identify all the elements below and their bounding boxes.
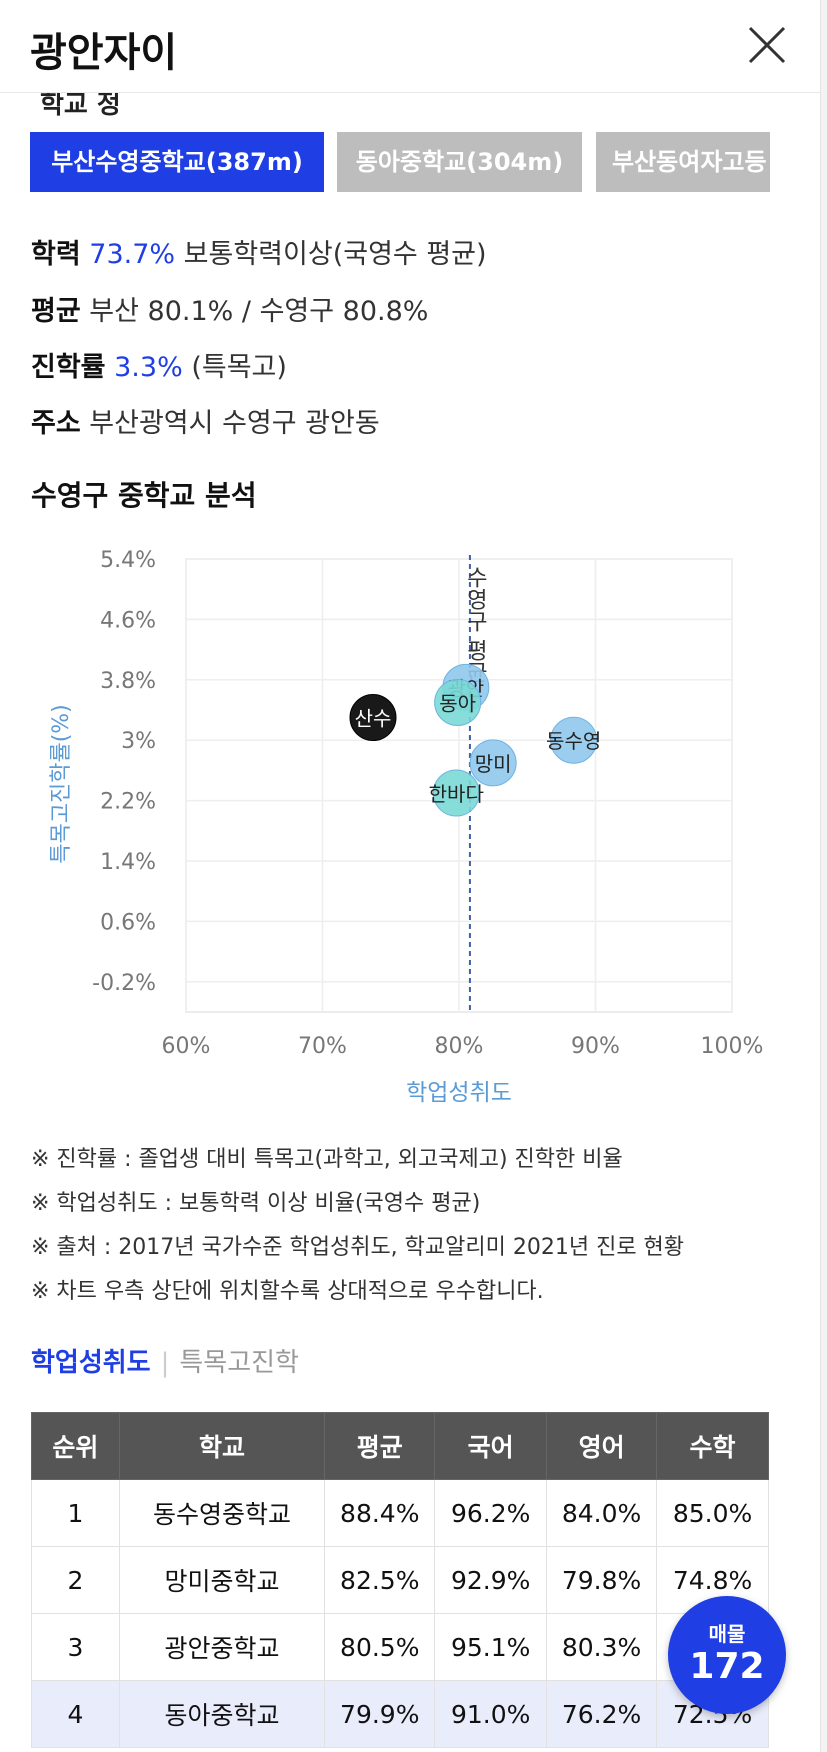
- tab-school-1[interactable]: 부산수영중학교(387m): [30, 132, 324, 192]
- scatter-point-label: 동아: [439, 691, 476, 715]
- x-axis-title: 학업성취도: [406, 1080, 512, 1106]
- cell-school: 동아중학교: [118, 1680, 326, 1748]
- x-tick-label: 80%: [435, 1034, 484, 1059]
- table-row-highlighted[interactable]: 4 동아중학교 79.9% 91.0% 76.2% 72.5%: [31, 1680, 769, 1748]
- cell-school: 동수영중학교: [118, 1479, 326, 1547]
- info-advance-label: 진학률: [31, 352, 106, 383]
- y-tick-label: -0.2%: [92, 971, 156, 996]
- x-tick-label: 70%: [298, 1034, 347, 1059]
- y-tick-label: 5.4%: [100, 548, 156, 573]
- close-icon[interactable]: [744, 22, 790, 68]
- cell-school: 광안중학교: [118, 1613, 326, 1681]
- cell-average: 80.5%: [324, 1613, 436, 1681]
- scatter-chart-svg: 5.4% 4.6% 3.8% 3% 2.2% 1.4% 0.6% -0.2% 60% 70% 80%…: [49, 548, 764, 1106]
- info-advance-value: 3.3%: [114, 352, 183, 383]
- info-advance-desc: (특목고): [191, 352, 287, 383]
- cell-math: 85.0%: [656, 1479, 769, 1547]
- note-line: ※ 진학률 : 졸업생 대비 특목고(과학고, 외고국제고) 진학한 비율: [31, 1147, 623, 1172]
- tab-school-3[interactable]: 부산동여자고등: [596, 132, 770, 192]
- info-address-label: 주소: [31, 408, 81, 439]
- school-tabs: 부산수영중학교(387m) 동아중학교(304m) 부산동여자고등: [30, 132, 770, 192]
- info-scholarship-value: 73.7%: [89, 239, 176, 270]
- listings-label: 매물: [708, 1622, 746, 1646]
- y-tick-label: 2.2%: [100, 790, 156, 815]
- y-tick-label: 3.8%: [100, 669, 156, 694]
- ranking-subtabs: 학업성취도 | 특목고진학: [31, 1342, 299, 1379]
- info-scholarship: 학력 73.7% 보통학력이상(국영수 평균): [31, 232, 487, 271]
- cell-school: 망미중학교: [118, 1546, 326, 1614]
- cell-korean: 96.2%: [434, 1479, 548, 1547]
- scatter-point: [349, 694, 397, 742]
- scatter-point-label: 망미: [475, 752, 512, 776]
- table-row[interactable]: 3 광안중학교 80.5% 95.1% 80.3%: [31, 1613, 769, 1681]
- subtab-achievement[interactable]: 학업성취도: [31, 1348, 151, 1378]
- x-tick-label: 90%: [571, 1034, 620, 1059]
- scatter-point: [550, 716, 598, 764]
- section-heading: 학교 정: [40, 90, 121, 120]
- panel-title: 광안자이: [30, 30, 178, 76]
- cell-english: 76.2%: [546, 1680, 658, 1748]
- cell-korean: 95.1%: [434, 1613, 548, 1681]
- cell-english: 84.0%: [546, 1479, 658, 1547]
- header-average: 평균: [324, 1412, 436, 1480]
- panel-header: 광안자이: [0, 0, 820, 93]
- table-row[interactable]: 2 망미중학교 82.5% 92.9% 79.8% 74.8%: [31, 1546, 769, 1614]
- chart-notes: ※ 진학률 : 졸업생 대비 특목고(과학고, 외고국제고) 진학한 비율 ※ …: [31, 1138, 684, 1314]
- scatter-point: [469, 739, 517, 787]
- info-scholarship-label: 학력: [31, 239, 81, 270]
- analysis-title: 수영구 중학교 분석: [31, 479, 257, 512]
- header-school: 학교: [118, 1412, 326, 1480]
- header-math: 수학: [656, 1412, 769, 1480]
- cell-rank: 1: [31, 1479, 120, 1547]
- info-advance: 진학률 3.3% (특목고): [31, 345, 287, 384]
- subtab-special-school[interactable]: 특목고진학: [179, 1348, 299, 1378]
- info-average: 평균 부산 80.1% / 수영구 80.8%: [31, 289, 428, 328]
- listings-count-button[interactable]: 매물 172: [668, 1596, 786, 1714]
- y-tick-label: 1.4%: [100, 850, 156, 875]
- note-line: ※ 학업성취도 : 보통학력 이상 비율(국영수 평균): [31, 1191, 481, 1216]
- header-korean: 국어: [434, 1412, 548, 1480]
- cell-korean: 92.9%: [434, 1546, 548, 1614]
- info-average-label: 평균: [31, 296, 81, 327]
- info-scholarship-desc: 보통학력이상(국영수 평균): [183, 239, 487, 270]
- y-tick-label: 3%: [121, 729, 156, 754]
- info-address-value: 부산광역시 수영구 광안동: [89, 408, 380, 439]
- scatter-point-label: 산수: [355, 707, 392, 731]
- x-tick-label: 100%: [701, 1034, 764, 1059]
- table-row[interactable]: 1 동수영중학교 88.4% 96.2% 84.0% 85.0%: [31, 1479, 769, 1547]
- subtab-separator: |: [160, 1348, 170, 1378]
- y-axis-title: 특목고진학률(%): [49, 704, 74, 864]
- cell-korean: 91.0%: [434, 1680, 548, 1748]
- ranking-table: 순위 학교 평균 국어 영어 수학 1 동수영중학교 88.4% 96.2% 8…: [31, 1412, 769, 1748]
- background-map-edge: [820, 0, 827, 1752]
- header-rank: 순위: [31, 1412, 120, 1480]
- cell-average: 88.4%: [324, 1479, 436, 1547]
- cell-english: 80.3%: [546, 1613, 658, 1681]
- note-line: ※ 차트 우측 상단에 위치할수록 상대적으로 우수합니다.: [31, 1279, 544, 1304]
- y-tick-label: 0.6%: [100, 910, 156, 935]
- scatter-point-label: 동수영: [546, 729, 601, 753]
- tab-school-2[interactable]: 동아중학교(304m): [337, 132, 582, 192]
- info-address: 주소 부산광역시 수영구 광안동: [31, 401, 380, 440]
- scatter-point-label: 한바다: [429, 782, 484, 806]
- reference-line-label: 수영구 평균: [462, 566, 487, 683]
- cell-english: 79.8%: [546, 1546, 658, 1614]
- note-line: ※ 출처 : 2017년 국가수준 학업성취도, 학교알리미 2021년 진로 …: [31, 1235, 685, 1260]
- table-header-row: 순위 학교 평균 국어 영어 수학: [31, 1412, 769, 1480]
- y-tick-label: 4.6%: [100, 608, 156, 633]
- cell-rank: 3: [31, 1613, 120, 1681]
- header-english: 영어: [546, 1412, 658, 1480]
- cell-rank: 4: [31, 1680, 120, 1748]
- scatter-point: [432, 769, 480, 817]
- cell-average: 82.5%: [324, 1546, 436, 1614]
- cell-rank: 2: [31, 1546, 120, 1614]
- listings-count: 172: [689, 1646, 765, 1687]
- info-average-value: 부산 80.1% / 수영구 80.8%: [89, 296, 429, 327]
- scatter-point: [434, 678, 482, 726]
- scatter-chart: 5.4% 4.6% 3.8% 3% 2.2% 1.4% 0.6% -0.2% 60% 70% 80%…: [30, 530, 790, 1110]
- cell-average: 79.9%: [324, 1680, 436, 1748]
- x-tick-label: 60%: [162, 1034, 211, 1059]
